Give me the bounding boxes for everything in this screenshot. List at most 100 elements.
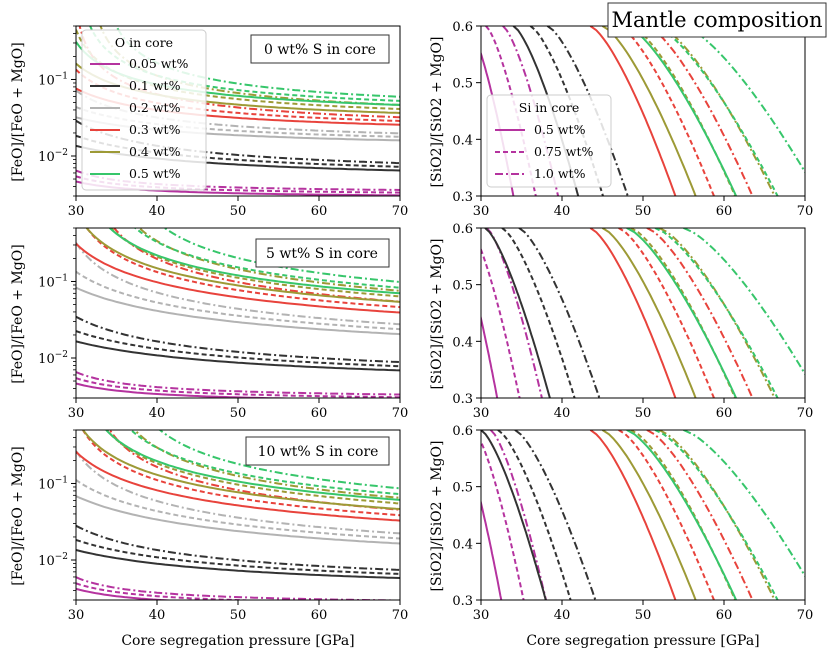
legend-si-entry-2: 1.0 wt%	[534, 166, 586, 181]
ytick-label-4--2: 10−2	[38, 552, 68, 569]
curve-2-o0.5-si1	[133, 228, 400, 289]
curve-0-o0.1-si1	[76, 134, 400, 168]
xtick-label-5-70: 70	[797, 608, 814, 623]
curve-4-o0.2-si2	[76, 450, 400, 535]
curve-5-o0.1-si2	[514, 430, 597, 600]
xtick-label-4-30: 30	[68, 608, 85, 623]
ytick-label-1-0.5: 0.5	[452, 77, 473, 92]
xtick-label-3-60: 60	[716, 406, 733, 421]
curve-5-o0.05-si2	[489, 430, 547, 600]
panel-5-curves	[481, 430, 805, 600]
curve-2-o0.5-si0	[108, 228, 400, 295]
ytick-label-0--1: 10−1	[38, 71, 68, 88]
ylabel-right-bottom: [SiO2]/[SiO2 + MgO]	[429, 441, 445, 592]
ytick-label-1-0.4: 0.4	[452, 133, 473, 148]
xtick-label-0-50: 50	[230, 204, 247, 219]
xtick-label-2-70: 70	[392, 406, 409, 421]
curve-3-o0.4-si2	[658, 228, 776, 398]
xtick-label-5-50: 50	[635, 608, 652, 623]
curve-3-o0.4-si1	[630, 228, 737, 398]
xtick-label-3-70: 70	[797, 406, 814, 421]
xlabel-right: Core segregation pressure [GPa]	[526, 633, 759, 649]
legend-si-title: Si in core	[519, 100, 579, 115]
ytick-label-2--1: 10−1	[38, 273, 68, 290]
legend-o-entry-2: 0.2 wt%	[129, 100, 181, 115]
curve-3-o0.05-si1	[481, 246, 521, 398]
ytick-label-5-0.5: 0.5	[452, 481, 473, 496]
curve-1-o0.3-si0	[589, 26, 677, 196]
curve-3-o0.05-si0	[481, 314, 499, 398]
axes-layer: 30 40 50 60 70 10−2 10−1 30 40 50 60 70 0.3 0.4 0.5 0.6…	[38, 20, 813, 623]
annotation-top: 0 wt% S in core	[250, 34, 390, 64]
ytick-label-3-0.6: 0.6	[452, 222, 473, 237]
xtick-label-3-40: 40	[554, 406, 571, 421]
legend-o-entry-0: 0.05 wt%	[129, 56, 189, 71]
xtick-label-1-30: 30	[473, 204, 490, 219]
curve-2-o0.05-si0	[76, 382, 316, 398]
xtick-label-0-30: 30	[68, 204, 85, 219]
curve-3-o0.4-si0	[601, 228, 697, 398]
ytick-label-3-0.4: 0.4	[452, 335, 473, 350]
xtick-label-4-40: 40	[149, 608, 166, 623]
panel-3-curves	[481, 228, 805, 398]
curve-2-o0.4-si2	[137, 228, 400, 292]
curve-3-o0.1-si2	[518, 228, 601, 398]
legend-o-entry-1: 0.1 wt%	[129, 78, 181, 93]
annotation-middle: 5 wt% S in core	[255, 238, 390, 268]
ytick-label-1-0.3: 0.3	[452, 190, 473, 205]
xtick-label-4-70: 70	[392, 608, 409, 623]
xtick-label-1-50: 50	[635, 204, 652, 219]
curve-2-o0.3-si0	[76, 242, 400, 314]
curve-1-o0.4-si1	[630, 26, 737, 196]
curve-3-o0.5-si0	[626, 228, 738, 398]
xtick-label-2-40: 40	[149, 406, 166, 421]
ytick-label-2--2: 10−2	[38, 350, 68, 367]
legend-si-entry-1: 0.75 wt%	[534, 144, 594, 159]
curve-4-o0.2-si0	[76, 495, 400, 545]
curve-5-o0.3-si2	[646, 430, 754, 600]
curve-1-o0.5-si1	[654, 26, 779, 196]
curve-2-o0.4-si0	[85, 228, 400, 303]
curve-2-o0.2-si1	[76, 270, 400, 331]
curve-4-o0.3-si0	[76, 450, 400, 522]
ylabel-right-middle: [SiO2]/[SiO2 + MgO]	[429, 239, 445, 390]
curve-5-o0.1-si0	[481, 430, 547, 600]
legend-si-entry-0: 0.5 wt%	[534, 122, 586, 137]
xtick-label-0-40: 40	[149, 204, 166, 219]
ylabel-left-middle: [FeO]/[FeO + MgO]	[10, 244, 26, 383]
curve-0-o0.1-si2	[76, 119, 400, 165]
curve-3-o0.5-si1	[654, 228, 779, 398]
curve-1-o0.4-si0	[601, 26, 697, 196]
curve-4-o0.1-si1	[76, 538, 400, 575]
curve-3-o0.3-si0	[589, 228, 677, 398]
curve-2-o0.05-si2	[76, 371, 400, 396]
curve-4-o0.2-si1	[76, 479, 400, 540]
ytick-label-0--2: 10−2	[38, 148, 68, 165]
curve-2-o0.1-si1	[76, 330, 400, 368]
curve-3-o0.3-si2	[646, 228, 754, 398]
curve-4-o0.05-si0	[76, 587, 180, 600]
ytick-label-4--1: 10−1	[38, 475, 68, 492]
curve-4-o0.4-si1	[105, 430, 400, 505]
curve-5-o0.4-si1	[630, 430, 737, 600]
curve-4-o0.1-si2	[76, 524, 400, 571]
curve-3-o0.1-si0	[484, 228, 551, 398]
ytick-label-5-0.6: 0.6	[452, 424, 473, 439]
curve-0-o0.2-si1	[76, 106, 400, 138]
xtick-label-1-70: 70	[797, 204, 814, 219]
annotation-bottom-text: 10 wt% S in core	[258, 444, 379, 460]
ytick-label-5-0.3: 0.3	[452, 594, 473, 609]
curve-5-o0.5-si2	[683, 430, 805, 578]
curve-0-o0.5-si1	[89, 26, 400, 102]
curve-4-o0.3-si1	[81, 430, 400, 517]
ytick-label-1-0.6: 0.6	[452, 20, 473, 35]
ylabel-right-top: [SiO2]/[SiO2 + MgO]	[429, 37, 445, 188]
curve-5-o0.4-si2	[658, 430, 776, 600]
ylabel-left-bottom: [FeO]/[FeO + MgO]	[10, 446, 26, 585]
curve-1-o0.5-si2	[683, 26, 805, 174]
panel-4-curves	[76, 430, 400, 600]
curve-4-o0.5-si0	[104, 430, 400, 501]
curve-5-o0.5-si0	[626, 430, 738, 600]
curve-0-o0.05-si1	[76, 175, 400, 194]
